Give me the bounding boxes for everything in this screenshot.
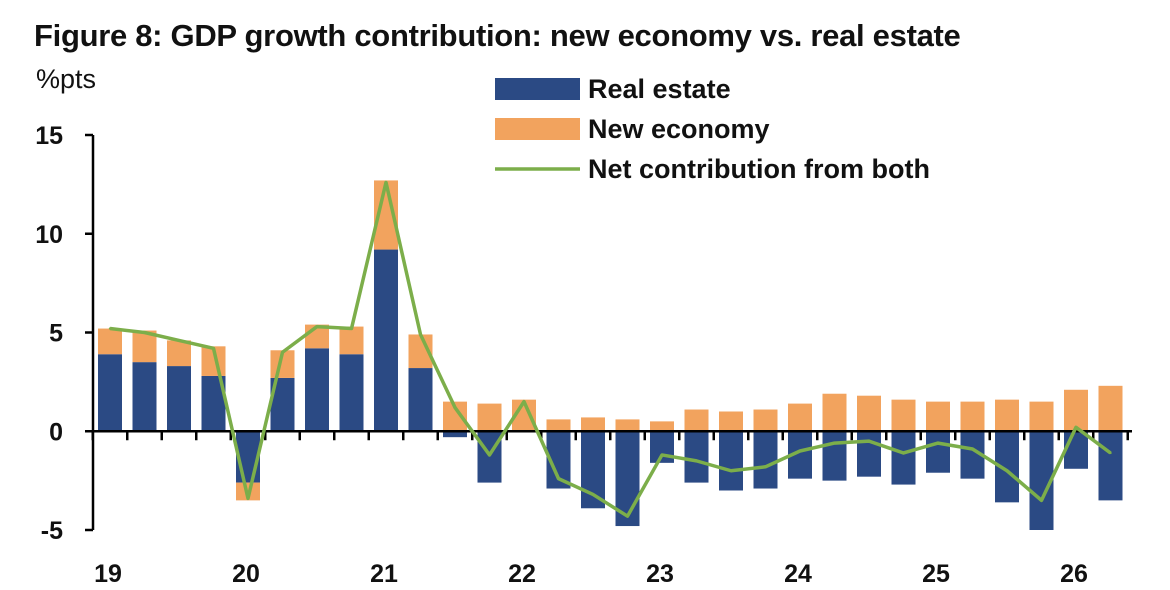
bar-real-estate bbox=[719, 431, 743, 491]
x-tick-label: 20 bbox=[232, 560, 260, 588]
legend: Real estate New economy Net contribution f… bbox=[495, 74, 930, 184]
net-contribution-point bbox=[626, 514, 629, 518]
bar-real-estate bbox=[1098, 431, 1123, 501]
x-tick-label: 22 bbox=[508, 560, 536, 588]
net-contribution-point bbox=[212, 347, 215, 350]
bar-new-economy bbox=[684, 409, 709, 432]
net-contribution-point bbox=[557, 477, 560, 480]
bar-new-economy bbox=[650, 421, 674, 432]
net-contribution-point bbox=[488, 453, 491, 457]
bar-real-estate bbox=[132, 362, 157, 432]
y-axis-unit-label: %pts bbox=[36, 64, 97, 94]
legend-net-contribution-label: Net contribution from both bbox=[588, 154, 930, 184]
bar-real-estate bbox=[98, 354, 122, 432]
bar-new-economy bbox=[719, 411, 743, 432]
net-contribution-point bbox=[1109, 451, 1112, 455]
y-tick-label: 10 bbox=[35, 221, 63, 249]
bar-new-economy bbox=[167, 340, 191, 367]
net-contribution-point bbox=[936, 441, 940, 445]
bar-new-economy bbox=[339, 326, 364, 355]
net-contribution-point bbox=[1074, 426, 1078, 429]
net-contribution-point bbox=[350, 327, 353, 330]
x-tick-label: 21 bbox=[370, 560, 398, 588]
x-tick-label: 23 bbox=[646, 560, 674, 588]
bar-real-estate bbox=[753, 431, 778, 489]
chart-title: Figure 8: GDP growth contribution: new e… bbox=[34, 18, 961, 53]
bar-real-estate bbox=[684, 431, 709, 483]
bar-real-estate bbox=[926, 431, 950, 473]
x-tick-label: 19 bbox=[94, 560, 122, 588]
legend-real-estate-label: Real estate bbox=[588, 74, 731, 104]
bar-new-economy bbox=[960, 401, 985, 432]
net-contribution-point bbox=[1040, 499, 1043, 502]
bar-new-economy bbox=[926, 401, 950, 432]
legend-real-estate-swatch bbox=[495, 78, 580, 100]
net-contribution-point bbox=[695, 459, 698, 463]
net-contribution-point bbox=[833, 441, 836, 445]
bar-new-economy bbox=[98, 328, 122, 355]
bar-new-economy bbox=[788, 403, 812, 432]
net-contribution-point bbox=[246, 497, 250, 500]
bar-new-economy bbox=[1029, 401, 1054, 432]
bar-real-estate bbox=[857, 431, 881, 477]
net-contribution-point bbox=[764, 465, 767, 468]
bar-real-estate bbox=[408, 368, 433, 432]
bar-new-economy bbox=[995, 399, 1019, 432]
net-contribution-point bbox=[143, 331, 146, 334]
bar-real-estate bbox=[1064, 431, 1088, 469]
x-tick-label: 24 bbox=[784, 560, 812, 588]
bar-new-economy bbox=[546, 419, 571, 432]
bar-new-economy bbox=[615, 419, 640, 432]
bar-new-economy bbox=[822, 393, 847, 432]
net-contribution-point bbox=[522, 400, 526, 403]
bar-new-economy bbox=[891, 399, 916, 432]
y-tick-label: 15 bbox=[35, 122, 63, 150]
net-contribution-point bbox=[1005, 469, 1009, 472]
net-contribution-point bbox=[591, 493, 595, 496]
bar-new-economy bbox=[1098, 385, 1123, 432]
net-contribution-point bbox=[419, 333, 422, 336]
bar-new-economy bbox=[753, 409, 778, 432]
legend-new-economy-label: New economy bbox=[588, 114, 770, 144]
x-tick-label: 25 bbox=[922, 560, 950, 588]
net-contribution-point bbox=[108, 327, 112, 330]
bar-real-estate bbox=[443, 431, 467, 438]
y-tick-label: 5 bbox=[49, 320, 63, 348]
bar-real-estate bbox=[374, 249, 398, 432]
bar-new-economy bbox=[857, 395, 881, 432]
net-contribution-point bbox=[660, 453, 664, 457]
net-contribution-point bbox=[384, 181, 388, 184]
bar-real-estate bbox=[581, 431, 605, 509]
net-contribution-line bbox=[109, 180, 1112, 518]
y-tick-label: 0 bbox=[49, 418, 63, 446]
legend-new-economy-swatch bbox=[495, 118, 580, 140]
x-tick-label: 26 bbox=[1060, 560, 1088, 588]
net-contribution-point bbox=[798, 449, 802, 453]
bar-new-economy bbox=[477, 403, 502, 432]
net-contribution-point bbox=[729, 469, 733, 472]
bar-real-estate bbox=[822, 431, 847, 481]
y-tick-label: -5 bbox=[41, 517, 63, 545]
bar-real-estate bbox=[167, 366, 191, 432]
net-contribution-point bbox=[315, 325, 319, 328]
net-contribution-point bbox=[902, 451, 905, 455]
bar-new-economy bbox=[1064, 389, 1088, 432]
net-contribution-point bbox=[453, 406, 457, 409]
line-layer bbox=[108, 180, 1112, 518]
net-contribution-point bbox=[281, 351, 284, 354]
bar-new-economy bbox=[581, 417, 605, 432]
net-contribution-point bbox=[867, 439, 871, 443]
bar-real-estate bbox=[339, 354, 364, 432]
bar-real-estate bbox=[891, 431, 916, 485]
net-contribution-point bbox=[177, 339, 181, 342]
bar-real-estate bbox=[305, 348, 329, 432]
net-contribution-point bbox=[971, 447, 974, 451]
axes-layer: -5 0 5 10 15 19 20 21 22 23 24 25 26 bbox=[35, 122, 1132, 588]
